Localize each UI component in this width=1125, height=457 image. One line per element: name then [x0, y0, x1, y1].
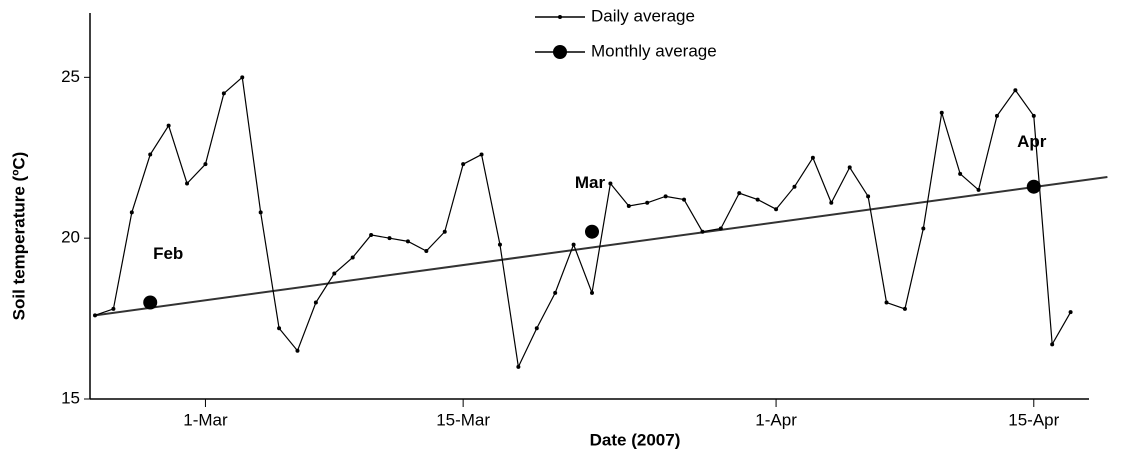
- daily-point: [111, 306, 116, 311]
- daily-point: [93, 313, 97, 318]
- monthly-point: [585, 224, 599, 239]
- daily-point: [645, 200, 650, 205]
- x-tick-label: 1-Mar: [183, 410, 228, 429]
- daily-point: [277, 326, 282, 331]
- daily-point: [424, 249, 429, 254]
- daily-point: [1031, 113, 1036, 118]
- daily-point: [608, 181, 613, 186]
- y-axis-label: Soil temperature (ºC): [9, 152, 28, 321]
- y-tick-label: 20: [61, 228, 80, 247]
- daily-point: [258, 210, 263, 215]
- legend-marker: [553, 45, 567, 59]
- daily-point: [442, 229, 447, 234]
- daily-point: [148, 152, 153, 157]
- daily-point: [516, 364, 521, 369]
- daily-point: [534, 326, 539, 331]
- daily-point: [129, 210, 134, 215]
- daily-point: [884, 300, 889, 305]
- legend-marker: [558, 15, 562, 19]
- daily-point: [700, 229, 705, 234]
- daily-point: [461, 162, 466, 167]
- x-tick-label: 1-Apr: [755, 410, 797, 429]
- daily-point: [479, 152, 484, 157]
- daily-point: [792, 184, 797, 189]
- daily-point: [203, 162, 208, 167]
- point-label: Mar: [575, 173, 606, 192]
- daily-point: [497, 242, 502, 247]
- daily-point: [332, 271, 337, 276]
- daily-point: [1050, 342, 1055, 347]
- point-label: Feb: [153, 244, 183, 263]
- legend-label: Monthly average: [591, 41, 717, 60]
- daily-point: [829, 200, 834, 205]
- daily-point: [590, 290, 594, 295]
- daily-point: [571, 242, 576, 247]
- daily-point: [221, 91, 226, 96]
- daily-point: [369, 232, 374, 237]
- daily-point: [755, 197, 760, 202]
- daily-point: [405, 239, 410, 244]
- daily-point: [682, 197, 687, 202]
- legend-label: Daily average: [591, 6, 695, 25]
- daily-point: [295, 348, 300, 353]
- daily-point: [958, 171, 963, 176]
- x-axis-label: Date (2007): [590, 430, 681, 449]
- daily-point: [737, 191, 742, 196]
- point-label: Apr: [1017, 132, 1047, 151]
- daily-point: [976, 187, 981, 192]
- x-tick-label: 15-Apr: [1008, 410, 1059, 429]
- daily-point: [810, 155, 815, 160]
- monthly-point: [1026, 179, 1041, 194]
- daily-point: [313, 300, 318, 305]
- daily-point: [626, 204, 631, 208]
- daily-point: [921, 226, 926, 231]
- daily-point: [553, 290, 558, 295]
- daily-line: [94, 76, 1072, 369]
- daily-point: [387, 236, 392, 241]
- daily-point: [847, 165, 852, 170]
- daily-point: [1068, 310, 1073, 315]
- daily-point: [663, 194, 668, 199]
- daily-point: [166, 123, 171, 128]
- x-tick-label: 15-Mar: [436, 410, 490, 429]
- daily-point: [902, 306, 907, 311]
- daily-point: [718, 226, 723, 231]
- daily-point: [1013, 88, 1018, 93]
- daily-point: [185, 181, 190, 186]
- y-tick-label: 15: [61, 388, 80, 407]
- trendline: [94, 176, 1108, 317]
- daily-point: [350, 255, 355, 260]
- daily-point: [240, 75, 245, 80]
- daily-point: [994, 113, 999, 118]
- y-tick-label: 25: [61, 67, 80, 86]
- monthly-point: [143, 295, 158, 310]
- daily-point: [939, 110, 944, 115]
- daily-point: [774, 207, 779, 212]
- daily-point: [866, 194, 871, 199]
